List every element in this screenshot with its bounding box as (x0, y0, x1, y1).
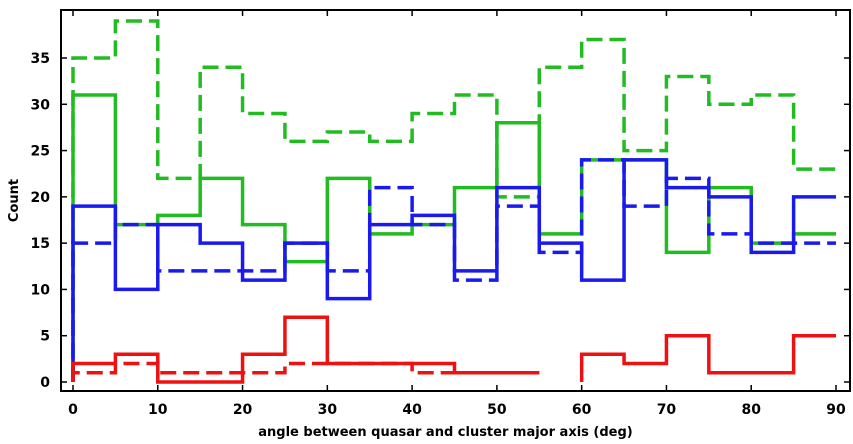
y-tick-label: 25 (31, 144, 50, 160)
tick-layer: 0 10 20 30 40 50 60 70 80 90 0 5 10 15 20 25 30 35 (31, 10, 850, 418)
x-tick-label: 50 (487, 402, 507, 418)
x-tick-label: 0 (68, 402, 78, 418)
y-tick-label: 35 (31, 51, 50, 67)
x-tick-label: 20 (233, 402, 253, 418)
x-tick-label: 40 (402, 402, 422, 418)
x-tick-label: 30 (318, 402, 338, 418)
y-tick-label: 20 (31, 190, 51, 206)
y-tick-label: 30 (31, 97, 51, 113)
histogram-series-3 (71, 158, 836, 382)
plot-frame (60, 9, 851, 392)
y-tick-label: 15 (31, 236, 50, 252)
y-axis-label: Count (7, 179, 22, 222)
y-tick-label: 0 (40, 375, 50, 391)
x-tick-label: 80 (741, 402, 761, 418)
series-layer (71, 19, 836, 384)
x-tick-label: 10 (148, 402, 168, 418)
histogram-series-4 (579, 333, 836, 382)
y-tick-label: 10 (31, 282, 51, 298)
histogram-series-5 (71, 361, 540, 382)
histogram-series-4 (71, 315, 540, 384)
x-tick-label: 70 (657, 402, 677, 418)
x-axis-label: angle between quasar and cluster major a… (258, 425, 633, 440)
y-tick-label: 5 (40, 329, 50, 345)
x-tick-label: 60 (572, 402, 592, 418)
x-tick-label: 90 (826, 402, 846, 418)
